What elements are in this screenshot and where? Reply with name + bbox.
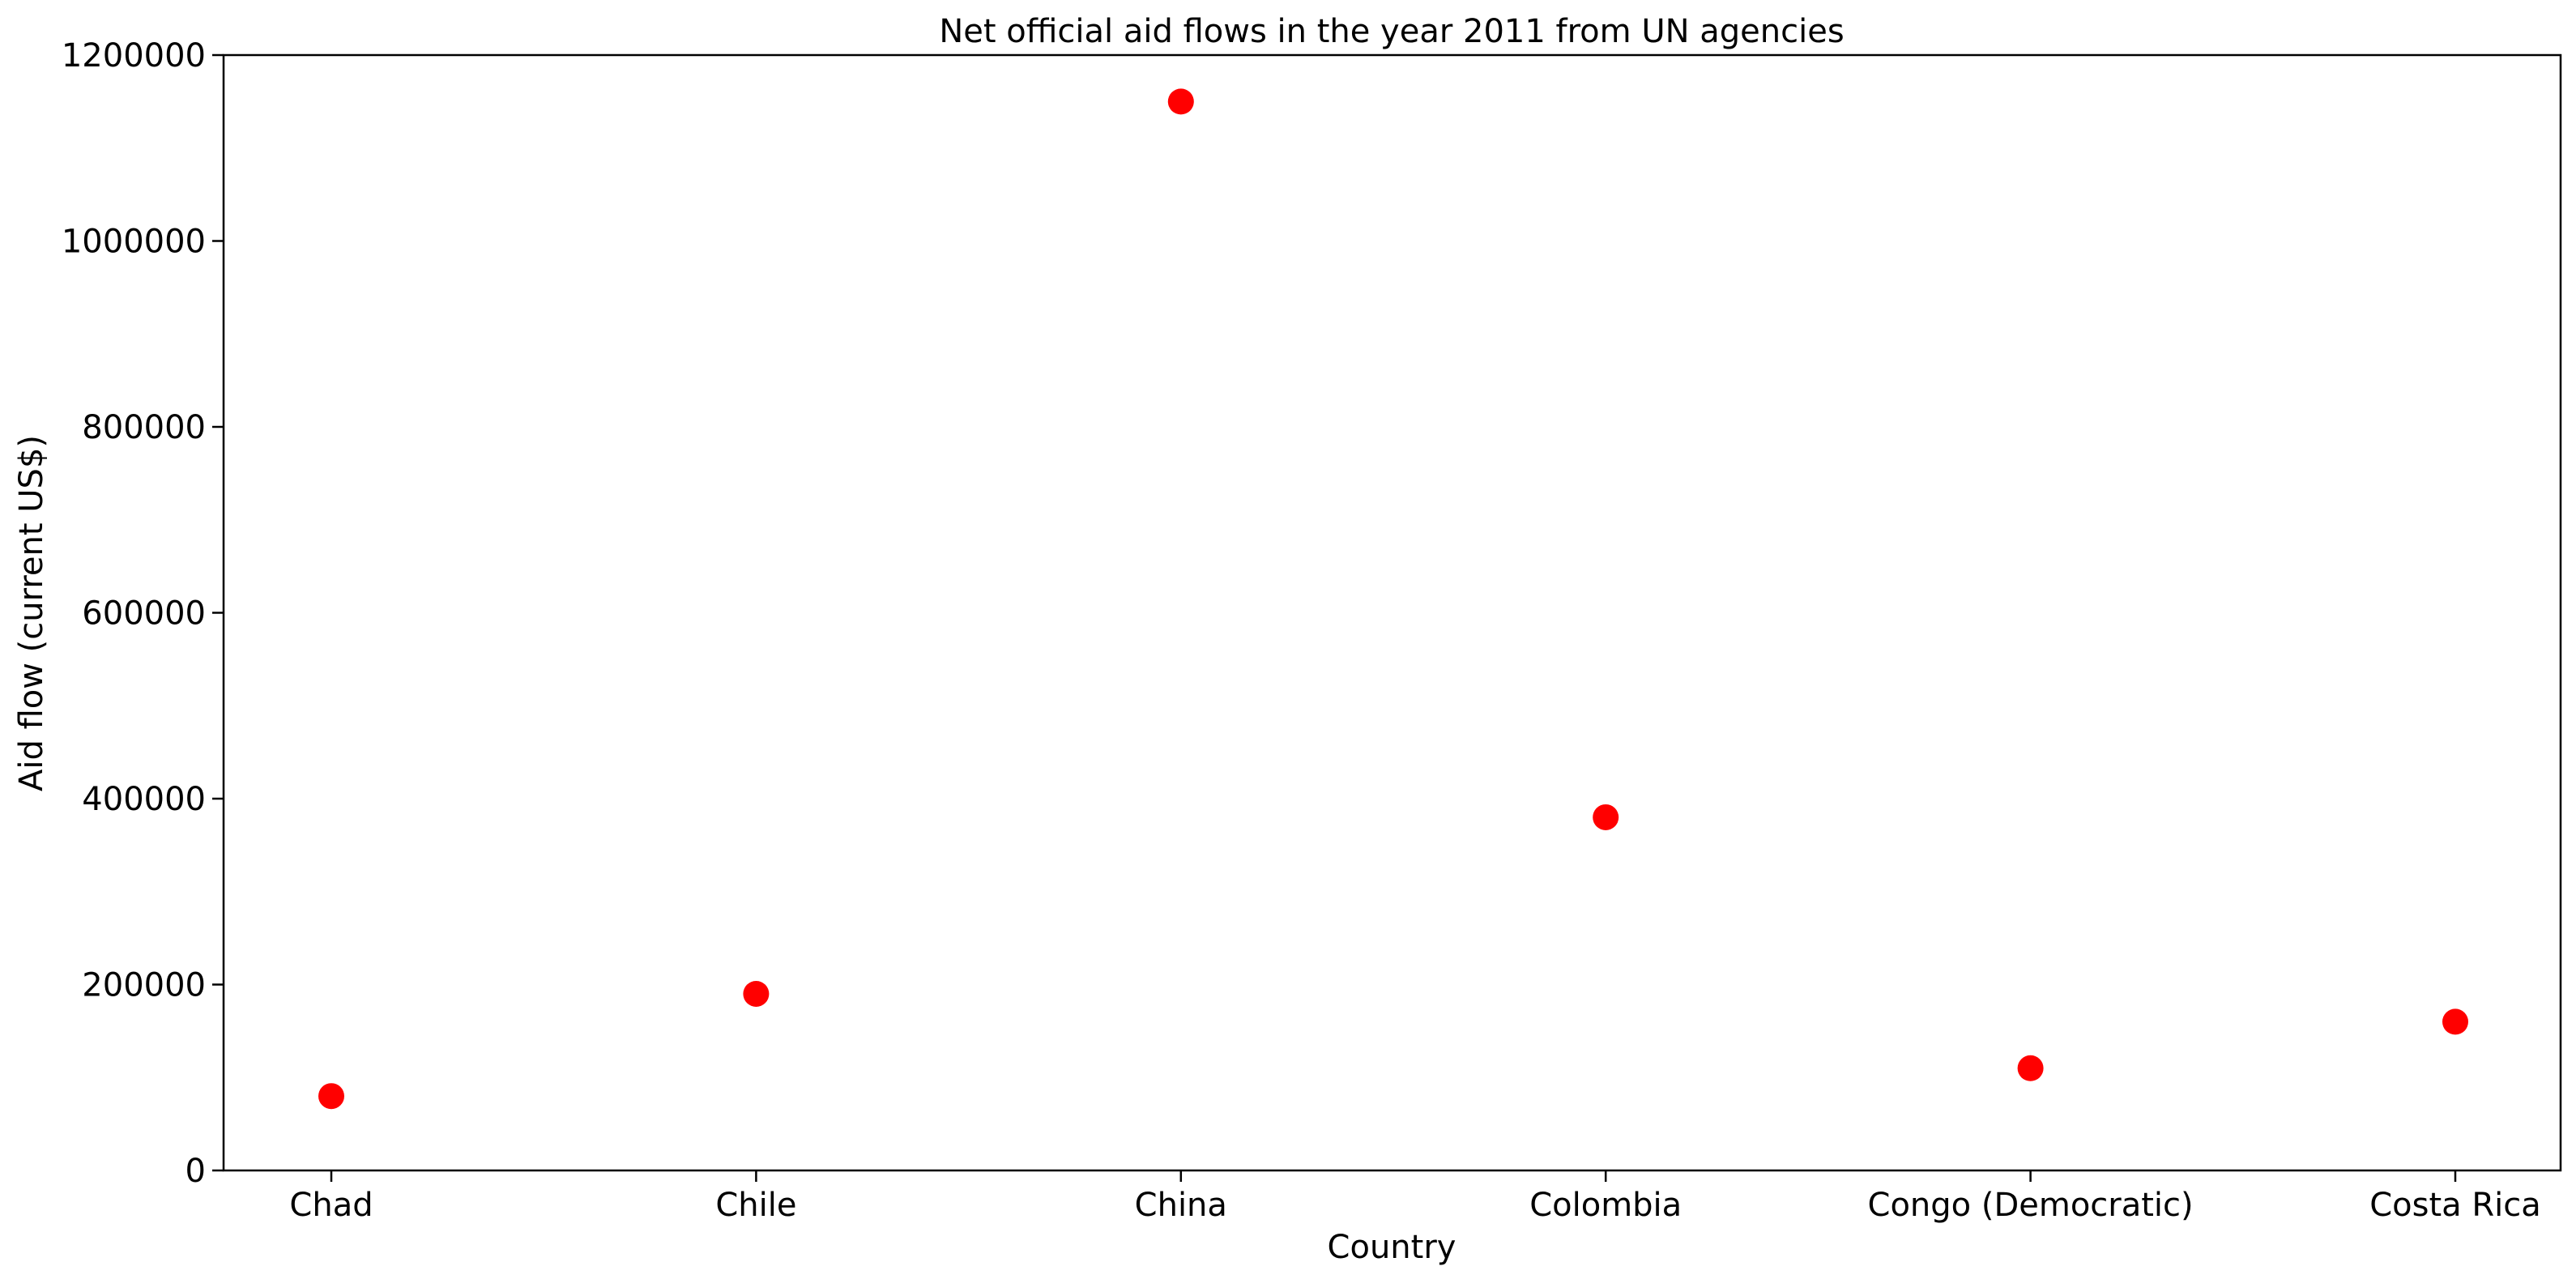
x-tick-label: Colombia: [1529, 1187, 1682, 1224]
data-point: [2017, 1055, 2044, 1081]
x-axis-label: Country: [1328, 1229, 1456, 1266]
x-axis-ticks: Chad Chile China Colombia Congo (Democratic)…: [289, 1170, 2541, 1224]
y-axis-ticks: 0 200000 400000 600000 800000 1000000 1200000: [62, 37, 224, 1190]
data-point: [743, 980, 770, 1007]
plot-frame: [222, 53, 2562, 1172]
y-tick-label: 1000000: [62, 224, 206, 261]
x-tick-label: Congo (Democratic): [1868, 1187, 2194, 1224]
y-tick-label: 0: [186, 1153, 206, 1190]
y-tick-label: 200000: [82, 967, 206, 1004]
y-tick-label: 600000: [82, 595, 206, 633]
y-tick-label: 400000: [82, 781, 206, 818]
data-point: [1593, 804, 1619, 830]
x-tick-label: Chad: [289, 1187, 373, 1224]
x-tick-label: China: [1135, 1187, 1227, 1224]
y-axis-label: Aid flow (current US$): [13, 435, 50, 791]
data-point: [318, 1083, 344, 1110]
data-points: [318, 88, 2468, 1110]
y-tick-label: 800000: [82, 409, 206, 446]
y-tick-label: 1200000: [62, 37, 206, 75]
x-tick-label: Costa Rica: [2369, 1187, 2541, 1224]
x-tick-label: Chile: [715, 1187, 796, 1224]
data-point: [1167, 88, 1194, 115]
data-point: [2442, 1008, 2468, 1035]
chart-title: Net official aid flows in the year 2011 …: [939, 13, 1844, 50]
